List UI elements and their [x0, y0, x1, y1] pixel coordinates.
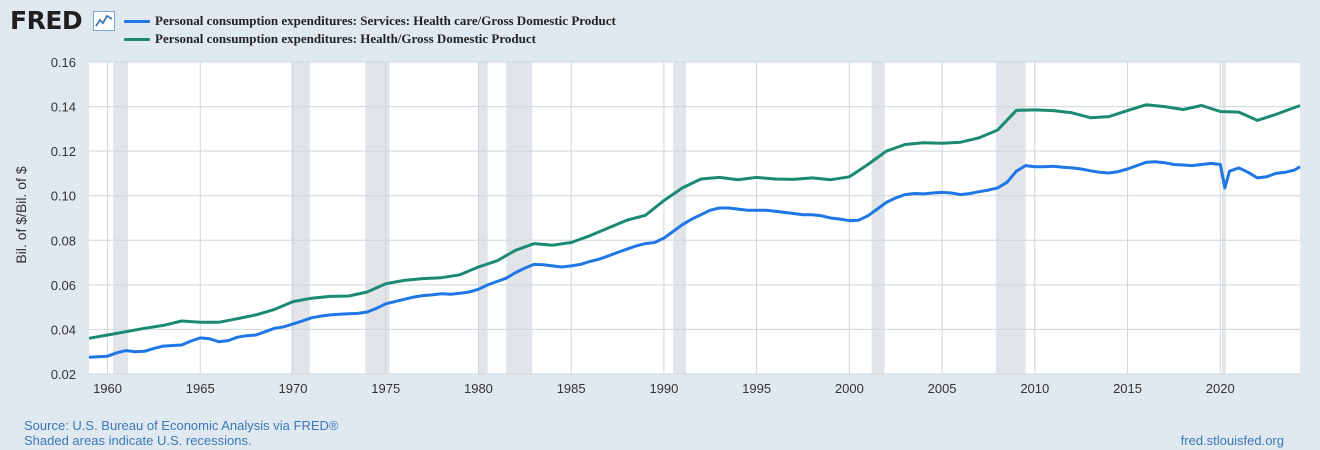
y-tick-label: 0.10	[51, 189, 76, 204]
recession-band	[995, 62, 1026, 374]
y-tick-label: 0.14	[51, 100, 76, 115]
x-tick-label: 1995	[742, 381, 771, 396]
y-tick-label: 0.12	[51, 144, 76, 159]
x-tick-label: 2020	[1206, 381, 1235, 396]
legend-label: Personal consumption expenditures: Healt…	[155, 31, 536, 46]
y-tick-label: 0.16	[51, 55, 76, 70]
x-tick-label: 1990	[649, 381, 678, 396]
x-tick-label: 1975	[371, 381, 400, 396]
recession-band	[478, 62, 488, 374]
x-tick-label: 2010	[1020, 381, 1049, 396]
y-tick-label: 0.04	[51, 322, 76, 337]
legend: Personal consumption expenditures: Servi…	[124, 12, 616, 48]
x-tick-label: 2000	[835, 381, 864, 396]
recession-band	[1222, 62, 1226, 374]
x-tick-label: 2015	[1113, 381, 1142, 396]
y-tick-label: 0.02	[51, 367, 76, 382]
fred-logo[interactable]: FRED	[10, 6, 83, 35]
footer-source: Source: U.S. Bureau of Economic Analysis…	[24, 418, 338, 448]
recession-bands	[113, 62, 1226, 374]
legend-item-health: Personal consumption expenditures: Healt…	[124, 30, 616, 48]
legend-swatch-blue	[124, 19, 150, 23]
series-line	[88, 160, 1301, 359]
gridlines	[89, 61, 1300, 375]
y-axis-ticks: 0.02 0.04 0.06 0.08 0.10 0.12 0.14 0.16	[51, 55, 76, 382]
source-text[interactable]: Source: U.S. Bureau of Economic Analysis…	[24, 418, 339, 433]
x-tick-label: 1980	[464, 381, 493, 396]
x-tick-label: 1965	[186, 381, 215, 396]
series-lines	[88, 103, 1301, 359]
legend-item-health-care-services: Personal consumption expenditures: Servi…	[124, 12, 616, 30]
x-tick-label: 1985	[557, 381, 586, 396]
x-tick-label: 1960	[93, 381, 122, 396]
recession-band	[871, 62, 885, 374]
x-tick-label: 1970	[279, 381, 308, 396]
recession-band	[506, 62, 533, 374]
y-tick-label: 0.06	[51, 278, 76, 293]
line-chart-icon	[93, 11, 115, 31]
recession-note: Shaded areas indicate U.S. recessions.	[24, 433, 252, 448]
recession-band	[291, 62, 310, 374]
y-tick-label: 0.08	[51, 233, 76, 248]
y-axis-label: Bil. of $/Bil. of $	[13, 166, 29, 264]
recession-band	[113, 62, 128, 374]
x-axis-ticks: 1960 1965 1970 1975 1980 1985 1990 1995 2000 2005…	[93, 381, 1235, 396]
footer-url[interactable]: fred.stlouisfed.org	[1180, 433, 1284, 448]
x-tick-label: 2005	[928, 381, 957, 396]
legend-swatch-green	[124, 37, 150, 41]
series-line	[88, 103, 1301, 340]
recession-band	[673, 62, 687, 374]
legend-label: Personal consumption expenditures: Servi…	[155, 13, 616, 28]
